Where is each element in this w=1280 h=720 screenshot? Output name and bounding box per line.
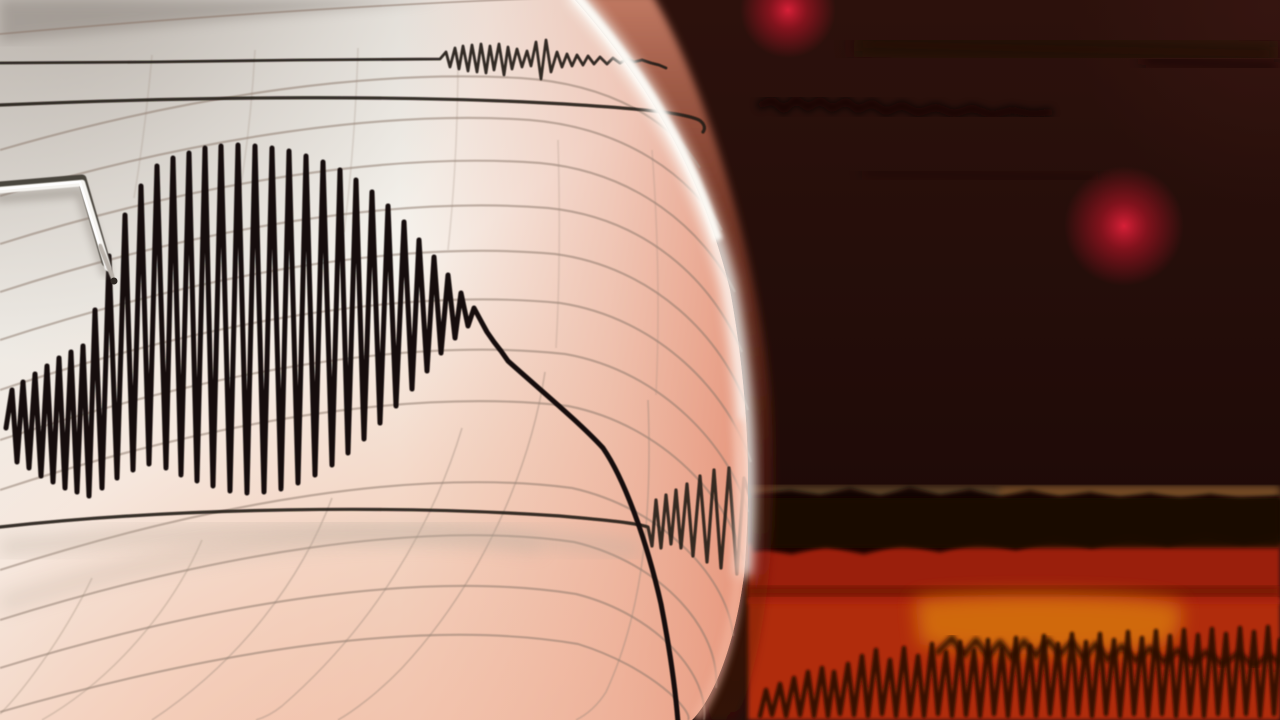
quiet-trace-with-microseisms (0, 38, 668, 81)
cross-line (133, 54, 153, 199)
reflection-panel (748, 402, 1280, 720)
grid-line (0, 75, 701, 169)
main-earthquake-trace (3, 142, 681, 720)
rim-outer-lit-strip (579, 0, 774, 720)
cross-line (0, 577, 93, 715)
grid-line (0, 633, 690, 720)
cross-line (575, 399, 650, 720)
cross-line (337, 371, 546, 720)
pen-tip (110, 277, 118, 285)
grid-line (0, 584, 706, 720)
red-indicator-glow-top (740, 0, 836, 58)
second-revolution-trace (0, 466, 752, 576)
drum-rim-highlight-core (573, 0, 723, 242)
drum-rim-lower-glow (691, 419, 749, 720)
background-faint-streak (1141, 55, 1279, 72)
grid-line (0, 298, 753, 463)
reflection-zigzag-trace (935, 635, 1280, 668)
background-faint-trace (756, 94, 1053, 119)
reflection-divider-band (748, 586, 1280, 596)
previous-revolution-ruled-line (0, 96, 706, 134)
background-dark-smear (853, 31, 1279, 67)
grid-line (0, 249, 750, 411)
cross-line (555, 139, 561, 349)
background-faint-streak-2 (861, 168, 1099, 183)
seismograph-drum (0, 0, 755, 720)
cross-line (41, 539, 203, 720)
faint-top-ruled-line (0, 0, 521, 35)
paper-shading-band (0, 528, 542, 611)
paper-top-edge-shadow (0, 0, 440, 42)
reflection-spike-trace (757, 624, 1280, 719)
pen-arm-assembly (0, 174, 118, 285)
grid-line (0, 116, 723, 231)
pen-arm-highlight (0, 180, 108, 268)
cross-ruling (0, 47, 659, 720)
cross-line (255, 427, 463, 720)
cross-line (447, 51, 459, 251)
reflection-dark-band (752, 498, 1280, 548)
grid-line (0, 481, 735, 637)
red-indicator-glow-mid (1064, 166, 1184, 286)
pen-tip-holder (97, 243, 116, 281)
cross-line (343, 47, 359, 233)
cross-line (651, 149, 659, 396)
